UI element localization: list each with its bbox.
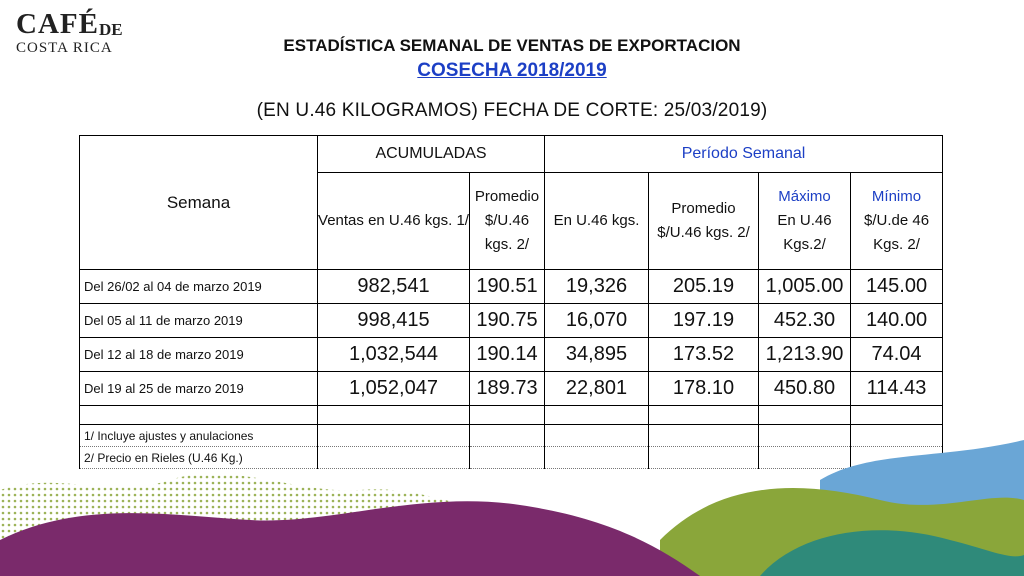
promedio-semanal-cell: 205.19 bbox=[648, 269, 760, 304]
promedio-semanal-column-header: Promedio $/U.46 kgs. 2/ bbox=[648, 172, 760, 270]
landscape-purple-hill bbox=[0, 501, 700, 576]
en-u46-column-header: En U.46 kgs. bbox=[544, 172, 650, 270]
minimo-cell: 145.00 bbox=[850, 269, 944, 304]
minimo-cell: 114.43 bbox=[850, 371, 944, 406]
ventas-column-header: Ventas en U.46 kgs. 1/ bbox=[317, 172, 470, 270]
maximo-cell: 1,005.00 bbox=[758, 269, 852, 304]
landscape-teal-hill bbox=[760, 530, 1024, 576]
week-label: Del 12 al 18 de marzo 2019 bbox=[79, 337, 318, 372]
ventas-cell: 998,415 bbox=[317, 303, 470, 338]
promedio-acumulado-column-header: Promedio $/U.46 kgs. 2/ bbox=[468, 172, 546, 270]
en-u46-cell: 19,326 bbox=[544, 269, 650, 304]
maximo-unit-label: En U.46 Kgs.2/ bbox=[777, 212, 832, 253]
en-u46-cell: 16,070 bbox=[544, 303, 650, 338]
maximo-cell: 1,213.90 bbox=[758, 337, 852, 372]
week-label: Del 19 al 25 de marzo 2019 bbox=[79, 371, 318, 406]
harvest-subtitle: COSECHA 2018/2019 bbox=[417, 60, 607, 81]
ventas-cell: 1,052,047 bbox=[317, 371, 470, 406]
promedio-semanal-cell: 197.19 bbox=[648, 303, 760, 338]
minimo-unit-label: $/U.de 46 Kgs. 2/ bbox=[864, 212, 930, 253]
promedio-semanal-cell: 173.52 bbox=[648, 337, 760, 372]
maximo-column-header: Máximo En U.46 Kgs.2/ bbox=[758, 172, 852, 270]
table-row: Del 19 al 25 de marzo 2019 1,052,047 189… bbox=[79, 371, 944, 406]
minimo-cell: 140.00 bbox=[850, 303, 944, 338]
promedio-acumulado-cell: 189.73 bbox=[468, 371, 546, 406]
acumuladas-group-header: ACUMULADAS bbox=[316, 135, 546, 173]
periodo-semanal-group-header: Período Semanal bbox=[544, 135, 944, 173]
semana-header: Semana bbox=[79, 135, 318, 270]
en-u46-cell: 22,801 bbox=[544, 371, 650, 406]
en-u46-cell: 34,895 bbox=[544, 337, 650, 372]
minimo-cell: 74.04 bbox=[850, 337, 944, 372]
table-row: Del 26/02 al 04 de marzo 2019 982,541 19… bbox=[79, 269, 944, 304]
weekly-sales-table: Semana ACUMULADAS Período Semanal Ventas… bbox=[79, 135, 944, 469]
cutoff-date-line: (EN U.46 KILOGRAMOS) FECHA DE CORTE: 25/… bbox=[256, 100, 768, 121]
ventas-cell: 1,032,544 bbox=[317, 337, 470, 372]
ventas-cell: 982,541 bbox=[317, 269, 470, 304]
footnote-precio: 2/ Precio en Rieles (U.46 Kg.) bbox=[79, 446, 318, 469]
week-label: Del 26/02 al 04 de marzo 2019 bbox=[79, 269, 318, 304]
promedio-semanal-cell: 178.10 bbox=[648, 371, 760, 406]
promedio-acumulado-cell: 190.75 bbox=[468, 303, 546, 338]
empty-row bbox=[79, 405, 944, 425]
minimo-column-header: Mínimo $/U.de 46 Kgs. 2/ bbox=[850, 172, 944, 270]
table-row: Del 12 al 18 de marzo 2019 1,032,544 190… bbox=[79, 337, 944, 372]
logo-cafe-text: CAFÉ bbox=[16, 8, 99, 40]
logo-costa-rica-text: COSTA RICA bbox=[16, 40, 113, 56]
week-label: Del 05 al 11 de marzo 2019 bbox=[79, 303, 318, 338]
promedio-acumulado-cell: 190.14 bbox=[468, 337, 546, 372]
decorative-landscape-graphic bbox=[0, 440, 1024, 576]
cafe-de-costa-rica-logo: CAFÉ DE COSTA RICA bbox=[16, 8, 136, 56]
maximo-cell: 450.80 bbox=[758, 371, 852, 406]
minimo-label: Mínimo bbox=[871, 188, 922, 205]
maximo-cell: 452.30 bbox=[758, 303, 852, 338]
table-row: Del 05 al 11 de marzo 2019 998,415 190.7… bbox=[79, 303, 944, 338]
page-title: ESTADÍSTICA SEMANAL DE VENTAS DE EXPORTA… bbox=[283, 36, 741, 55]
maximo-label: Máximo bbox=[778, 188, 831, 205]
logo-de-text: DE bbox=[99, 20, 123, 39]
promedio-acumulado-cell: 190.51 bbox=[468, 269, 546, 304]
footnote-ajustes: 1/ Incluye ajustes y anulaciones bbox=[79, 424, 318, 447]
